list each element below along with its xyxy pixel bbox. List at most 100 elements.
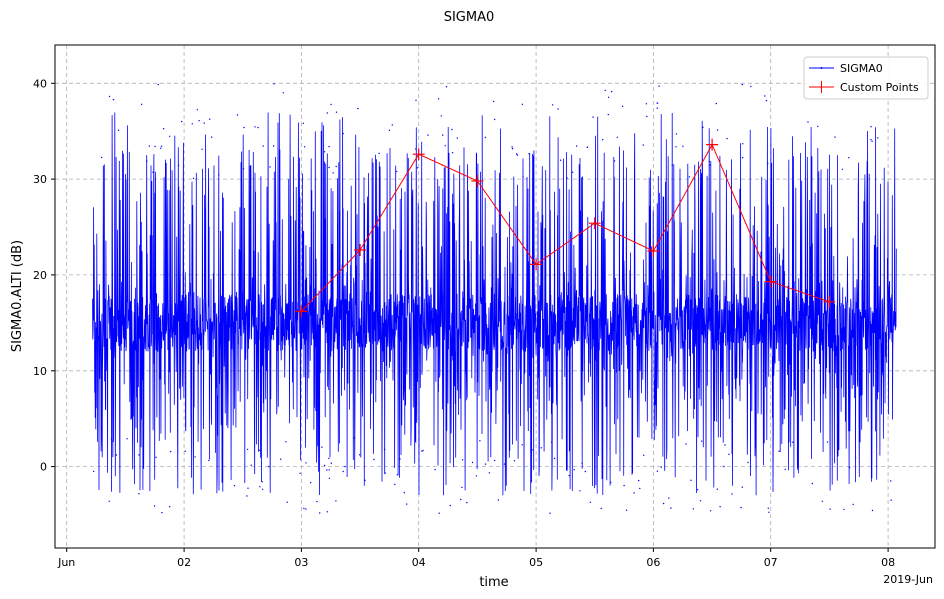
custom-point-marker bbox=[588, 217, 601, 230]
sigma0-point bbox=[511, 146, 513, 148]
x-axis-label: time bbox=[479, 575, 508, 590]
sigma0-point bbox=[568, 474, 570, 477]
custom-point-marker bbox=[647, 245, 660, 257]
sigma0-point bbox=[871, 509, 874, 512]
sigma0-point bbox=[335, 500, 337, 502]
sigma0-point bbox=[604, 89, 606, 92]
sigma0-point bbox=[242, 168, 245, 170]
sigma0-point bbox=[196, 109, 198, 111]
sigma0-point bbox=[257, 126, 259, 129]
sigma0-point bbox=[656, 102, 658, 104]
sigma0-point bbox=[731, 493, 733, 495]
sigma0-point bbox=[589, 501, 592, 503]
sigma0-point bbox=[821, 500, 823, 502]
sigma0-point bbox=[784, 468, 786, 471]
sigma0-point bbox=[138, 454, 140, 456]
sigma0-point bbox=[741, 486, 743, 488]
custom-point-marker bbox=[706, 138, 719, 151]
sigma0-point bbox=[494, 118, 496, 121]
sigma0-point bbox=[444, 145, 446, 147]
sigma0-point bbox=[723, 465, 725, 468]
sigma0-point bbox=[364, 479, 366, 481]
x-axis-ticks: Jun 02 03 04 05 06 07 08 bbox=[57, 548, 895, 569]
sigma0-point bbox=[461, 459, 464, 461]
sigma0-point bbox=[764, 95, 766, 97]
legend-marker-custom-points bbox=[815, 81, 828, 93]
sigma0-point bbox=[715, 102, 717, 105]
sigma0-point bbox=[492, 100, 495, 103]
sigma0-point bbox=[682, 145, 684, 147]
sigma0-point bbox=[701, 440, 703, 442]
sigma0-point bbox=[353, 437, 355, 439]
sigma0-point bbox=[461, 486, 463, 489]
sigma0-point bbox=[268, 465, 270, 468]
custom-point-marker bbox=[823, 295, 836, 308]
sigma0-point bbox=[177, 164, 180, 167]
sigma0-point bbox=[557, 108, 559, 110]
sigma0-point bbox=[767, 507, 769, 509]
sigma0-point bbox=[750, 85, 752, 88]
sigma0-point bbox=[335, 111, 338, 113]
sigma0-point bbox=[870, 126, 872, 128]
sigma0-point bbox=[328, 457, 330, 459]
sigma0-point bbox=[497, 499, 500, 501]
sigma0-point bbox=[607, 96, 610, 99]
sigma0-point bbox=[811, 482, 814, 485]
sigma0-point bbox=[540, 447, 542, 449]
sigma0-point bbox=[161, 511, 163, 514]
sigma0-point bbox=[440, 115, 442, 117]
sigma0-point bbox=[675, 146, 677, 148]
sigma0-point bbox=[117, 129, 120, 131]
sigma0-point bbox=[616, 136, 618, 138]
sigma0-point bbox=[438, 512, 440, 514]
sigma0-point bbox=[326, 511, 328, 513]
sigma0-point bbox=[303, 146, 306, 148]
sigma0-point bbox=[870, 139, 872, 141]
sigma0-point bbox=[571, 171, 574, 173]
sigma0-point bbox=[607, 113, 609, 116]
sigma0-point bbox=[553, 457, 556, 460]
sigma0-point bbox=[112, 98, 115, 101]
sigma0-point bbox=[688, 176, 691, 178]
sigma0-point bbox=[719, 506, 721, 508]
sigma0-point bbox=[549, 512, 551, 514]
sigma0-point bbox=[675, 133, 678, 135]
y-tick-label: 0 bbox=[40, 461, 47, 474]
custom-point-marker bbox=[764, 275, 777, 288]
sigma0-point bbox=[108, 500, 110, 502]
sigma0-point bbox=[396, 474, 398, 476]
sigma0-point bbox=[302, 122, 305, 125]
sigma0-point bbox=[280, 458, 282, 460]
sigma0-point bbox=[394, 483, 396, 486]
custom-points-series bbox=[295, 138, 836, 318]
sigma0-point bbox=[602, 139, 604, 141]
chart-title: SIGMA0 bbox=[444, 10, 495, 25]
sigma0-point bbox=[742, 157, 744, 159]
custom-point-marker bbox=[471, 175, 484, 187]
sigma0-point bbox=[767, 162, 769, 165]
sigma0-point bbox=[456, 137, 458, 139]
sigma0-point bbox=[817, 125, 819, 128]
legend-label-sigma0: SIGMA0 bbox=[840, 62, 883, 75]
custom-point-marker bbox=[295, 305, 308, 318]
sigma0-point bbox=[848, 157, 850, 159]
sigma0-point bbox=[471, 461, 474, 464]
sigma0-point bbox=[592, 116, 594, 118]
sigma0-point bbox=[559, 159, 562, 161]
sigma0-point bbox=[656, 470, 659, 472]
sigma0-point bbox=[493, 459, 496, 462]
sigma0-point bbox=[319, 512, 321, 514]
sigma0-point bbox=[792, 441, 794, 443]
sigma0-point bbox=[521, 444, 523, 446]
sigma0-point bbox=[155, 456, 157, 458]
sigma0-point bbox=[449, 504, 451, 507]
sigma0-point bbox=[211, 136, 213, 138]
sigma0-point bbox=[383, 448, 386, 450]
legend: SIGMA0 Custom Points bbox=[803, 56, 929, 100]
sigma0-point bbox=[378, 152, 380, 155]
sigma0-point bbox=[531, 449, 533, 451]
sigma0-point bbox=[581, 462, 583, 464]
sigma0-point bbox=[269, 166, 271, 168]
custom-points-line bbox=[301, 143, 830, 312]
